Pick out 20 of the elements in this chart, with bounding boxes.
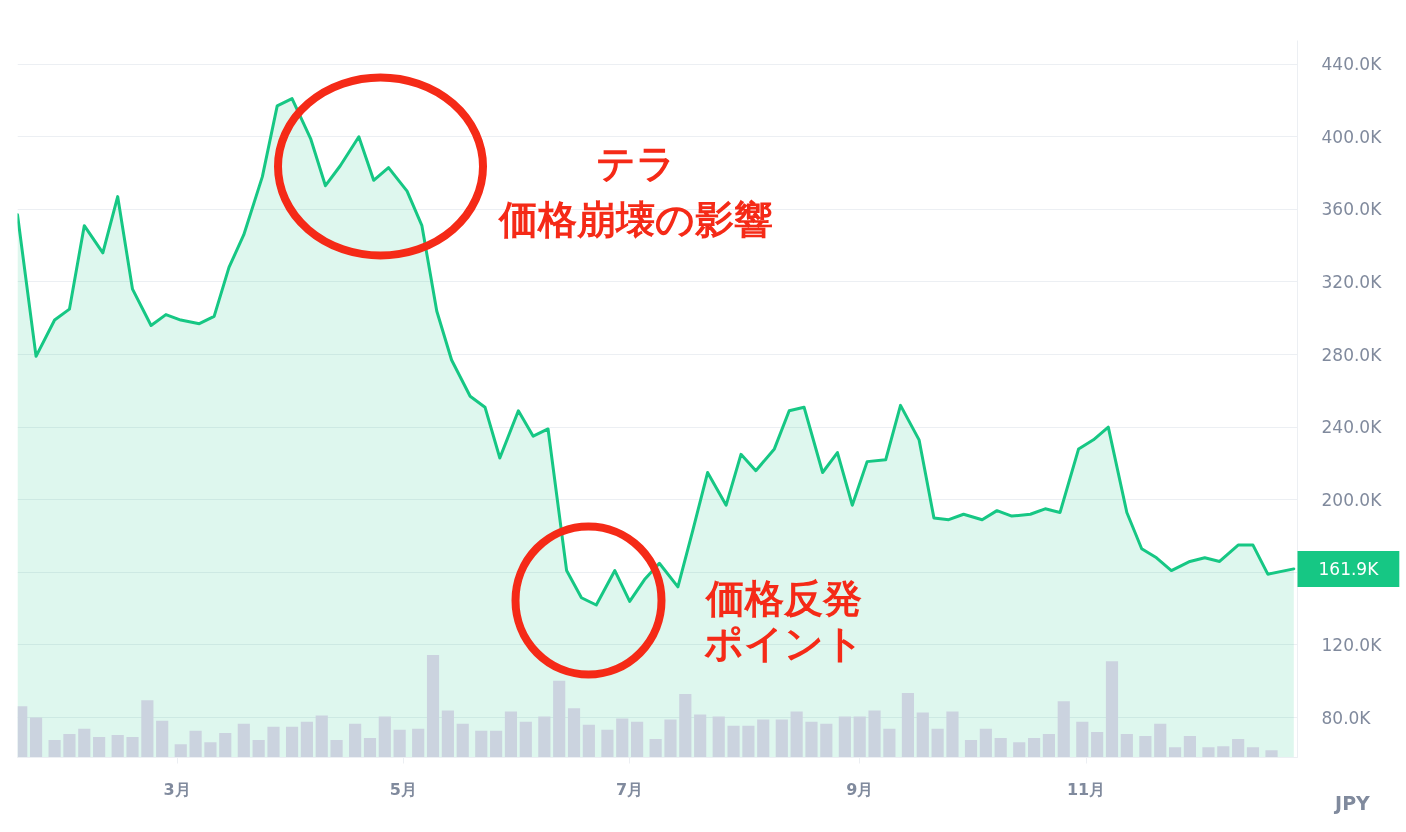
y-tick-label: 280.0K — [1321, 344, 1383, 365]
y-tick-label: 200.0K — [1321, 489, 1383, 510]
annotation: 価格崩壊の影響 — [496, 197, 773, 242]
x-tick-label: 3月 — [163, 779, 191, 799]
y-tick-label: 360.0K — [1321, 199, 1383, 220]
y-axis-title: JPY — [1333, 791, 1371, 814]
annotation: テラ — [595, 141, 676, 186]
annotation: ポイント — [703, 621, 864, 666]
y-tick-label: 440.0K — [1321, 54, 1383, 75]
y-tick-label: 400.0K — [1321, 126, 1383, 147]
x-tick-label: 9月 — [846, 779, 874, 799]
x-tick-label: 5月 — [389, 779, 417, 799]
y-tick-label: 320.0K — [1321, 271, 1383, 292]
annotation: 161.9K — [1318, 558, 1380, 579]
x-tick-label: 7月 — [616, 779, 644, 799]
y-tick-label: 120.0K — [1321, 634, 1383, 655]
y-tick-label: 80.0K — [1321, 707, 1372, 728]
annotation: 価格反発 — [703, 576, 862, 621]
x-tick-label: 11月 — [1066, 779, 1106, 799]
y-tick-label: 240.0K — [1321, 417, 1383, 438]
